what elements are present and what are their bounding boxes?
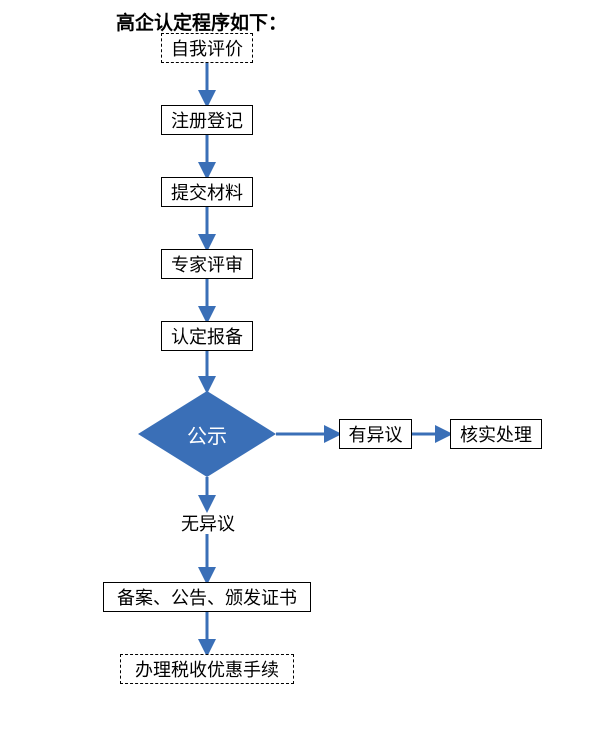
node-expert: 专家评审 <box>161 249 253 279</box>
node-submit: 提交材料 <box>161 177 253 207</box>
node-register: 注册登记 <box>161 105 253 135</box>
node-recognize: 认定报备 <box>161 321 253 351</box>
node-objection: 有异议 <box>339 419 412 449</box>
edges-group <box>207 63 450 654</box>
arrows-layer <box>0 0 605 743</box>
node-self_eval: 自我评价 <box>161 33 253 63</box>
node-no_obj: 无异议 <box>181 510 235 536</box>
node-verify: 核实处理 <box>450 419 542 449</box>
node-tax: 办理税收优惠手续 <box>120 654 294 684</box>
node-public: 公示 <box>138 391 276 477</box>
flowchart-canvas: 高企认定程序如下： 自我评价注册登记提交材料专家评审认定报备公示有异议核实处理无… <box>0 0 605 743</box>
node-archive: 备案、公告、颁发证书 <box>103 582 311 612</box>
diamond-label: 公示 <box>138 391 276 477</box>
